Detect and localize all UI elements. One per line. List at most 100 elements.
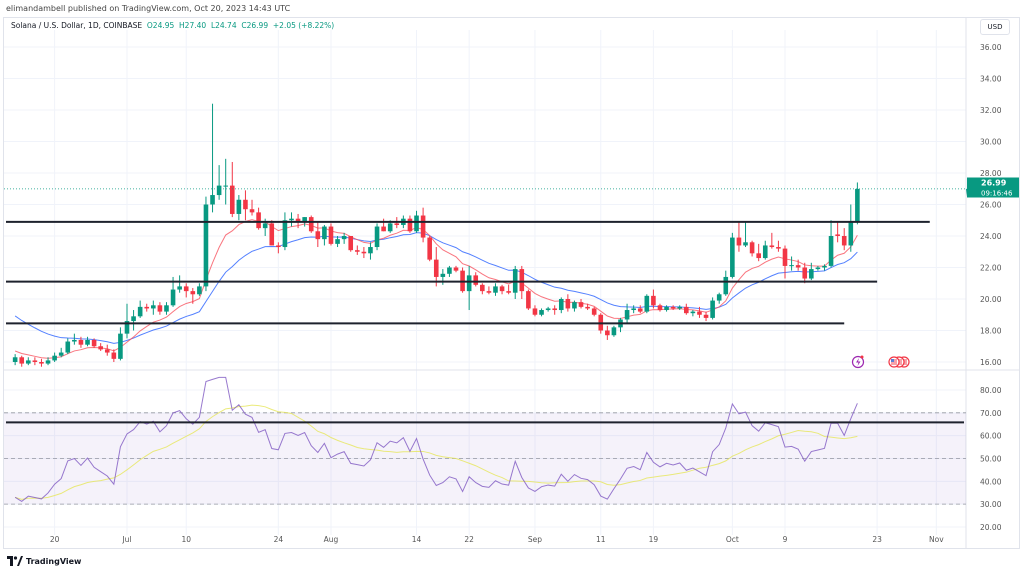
us-flag-economic-events-icon[interactable] (888, 356, 910, 368)
candle-body (795, 265, 801, 268)
rsi-axis-label: 60.00 (980, 432, 1002, 441)
candle (276, 242, 281, 254)
candle-body (762, 245, 768, 259)
candle (341, 232, 347, 244)
candle (144, 303, 150, 312)
lightning-event-icon[interactable] (851, 355, 865, 369)
candle-body (256, 212, 261, 229)
candle-body (131, 316, 136, 322)
symbol-title: Solana / U.S. Dollar, 1D, COINBASE (11, 21, 143, 30)
candle-body (249, 209, 255, 213)
candle-body (289, 218, 294, 221)
candle (506, 284, 511, 295)
date-axis-label: Nov (929, 535, 944, 544)
candle (684, 303, 689, 315)
candle (183, 283, 189, 298)
candle-body (308, 217, 314, 232)
publisher-line: elimandambell published on TradingView.c… (6, 4, 291, 13)
candle (229, 161, 235, 218)
price-axis-label: 24.00 (980, 232, 1002, 241)
candle-body (203, 204, 209, 287)
price-axis-label: 20.00 (980, 295, 1002, 304)
candle (822, 264, 827, 271)
candle-body (157, 305, 163, 312)
candle-body (72, 339, 77, 342)
date-axis-label: 14 (412, 535, 422, 544)
candle (631, 305, 636, 314)
candle-body (52, 355, 57, 361)
candle-body (65, 341, 71, 353)
candle-body (545, 308, 551, 311)
candle (52, 352, 57, 362)
candle-body (151, 305, 156, 309)
candle-body (756, 253, 761, 259)
candle-body (315, 231, 321, 240)
candle-body (809, 269, 814, 279)
candle (703, 311, 709, 322)
price-axis-label: 18.00 (980, 327, 1002, 336)
candle-body (32, 360, 38, 362)
candle (585, 303, 590, 311)
candle-body (716, 294, 722, 301)
candle (381, 218, 386, 232)
candle (743, 221, 748, 248)
candle-body (98, 346, 103, 350)
candle (815, 265, 821, 271)
candle-body (295, 218, 301, 222)
candle-body (769, 245, 775, 248)
rsi-axis-label: 50.00 (980, 454, 1002, 463)
candle (611, 325, 617, 337)
flag-canton (891, 359, 894, 362)
candle (190, 287, 196, 304)
logo-text: TradingView (26, 556, 82, 566)
price-axis-label: 36.00 (980, 43, 1002, 52)
candle (809, 262, 814, 281)
candle (789, 256, 794, 271)
candle (769, 232, 775, 249)
candle (466, 265, 472, 311)
symbol-legend: Solana / U.S. Dollar, 1D, COINBASE O24.9… (11, 21, 334, 30)
candle-body (539, 310, 544, 315)
candle (855, 182, 860, 225)
candle-body (26, 360, 31, 364)
last-price-label: 26.99 (981, 179, 1007, 188)
candle (716, 292, 722, 304)
candle-body (828, 236, 834, 266)
candle (690, 310, 696, 317)
candle (644, 294, 650, 314)
date-axis-label: 24 (274, 535, 284, 544)
candle (762, 240, 768, 260)
candle-body (433, 259, 439, 277)
candle (32, 357, 38, 366)
candle (45, 357, 51, 366)
rsi-axis-label: 20.00 (980, 523, 1002, 532)
candle-body (124, 321, 130, 334)
candle (493, 283, 498, 296)
currency-button[interactable]: USD (980, 19, 1010, 35)
candle-body (118, 333, 123, 359)
candle-body (526, 291, 531, 309)
rsi-axis-label: 80.00 (980, 386, 1002, 395)
tradingview-logo[interactable]: TradingView (7, 556, 81, 566)
candle-body (269, 223, 275, 246)
candle (348, 236, 354, 252)
candle (308, 215, 314, 233)
candle-body (480, 284, 485, 292)
candle (782, 245, 788, 279)
date-axis-label: Aug (324, 535, 339, 544)
candle (841, 228, 847, 251)
candle-body (591, 308, 597, 315)
candle-body (39, 362, 44, 364)
candle-body (58, 352, 64, 356)
rsi-axis-label: 40.00 (980, 477, 1002, 486)
price-axis-label: 16.00 (980, 358, 1002, 367)
event-dot (860, 355, 864, 359)
candle (749, 240, 755, 257)
candle-body (493, 286, 498, 293)
candle-body (743, 242, 748, 246)
candle-body (644, 295, 650, 312)
candle (256, 207, 261, 230)
candle-body (572, 302, 577, 309)
candle (322, 224, 327, 246)
